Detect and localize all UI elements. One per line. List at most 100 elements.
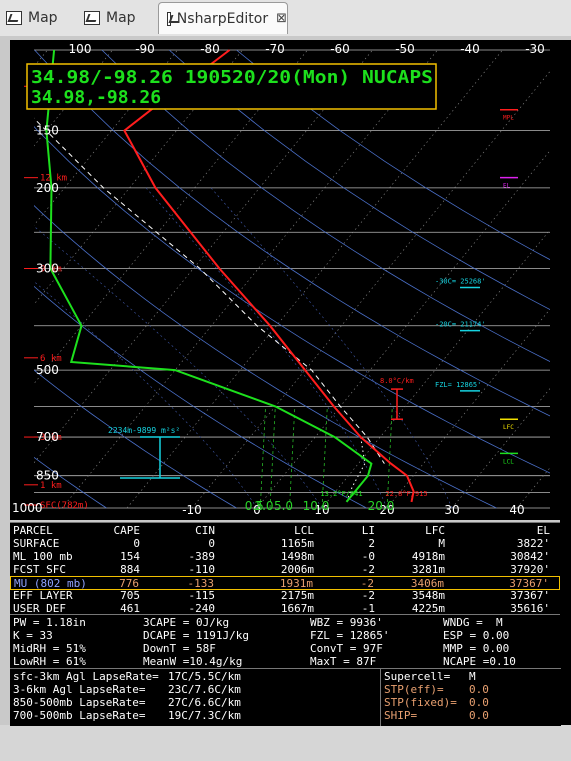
parcel-row-ml[interactable]: ML 100 mb 154 -389 1498m -0 4918m 30842' <box>10 550 560 563</box>
cell: 1498m <box>280 550 314 563</box>
dry-adiabat-line <box>236 49 550 261</box>
dry-adiabat-line <box>168 49 550 310</box>
parcel-row-surface[interactable]: SURFACE 0 0 1165m 2 M 3822' <box>10 537 560 550</box>
cell: ML 100 mb <box>13 550 73 563</box>
lapse-rate-label: 8.0°C/km <box>380 377 414 385</box>
param-k: K = 33 <box>13 629 53 642</box>
height-label: 9 km <box>40 265 62 275</box>
level-label: LFC <box>503 424 514 431</box>
storm-row: STP(fixed)= 0.0 <box>384 696 554 748</box>
storm-row: SHIP= 0.0 <box>384 709 554 761</box>
map-icon <box>167 11 171 26</box>
param-3cape: 3CAPE = 0J/kg <box>143 616 230 629</box>
mixing-ratio-label: 20.0 <box>368 499 395 513</box>
storm-value: 0.0 <box>469 696 489 709</box>
top-temp-label: -50 <box>395 42 415 56</box>
mixing-ratio-line <box>269 406 276 509</box>
cell: -115 <box>188 589 216 602</box>
cell: -110 <box>188 563 216 576</box>
moist-adiabat-line <box>34 281 258 509</box>
chart-title: 34.98/-98.26 190520/20(Mon) NUCAPS <box>31 67 433 88</box>
cell: 37367' <box>509 577 549 590</box>
storm-value: 0.0 <box>469 709 489 722</box>
isotherm-line <box>34 49 373 464</box>
mixing-ratio-line <box>386 406 393 509</box>
bottom-temp-label: 40 <box>509 503 524 517</box>
cell: 2 <box>368 537 375 550</box>
bottom-temp-label: -10 <box>182 503 202 517</box>
tab-nsharp-editor[interactable]: NsharpEditor ⊠ <box>158 2 288 34</box>
parcel-table: PARCEL CAPE CIN LCL LI LFC EL SURFACE 0 … <box>10 522 560 615</box>
storm-label: STP(eff)= <box>384 683 444 696</box>
col-lcl: LCL <box>294 524 314 537</box>
pressure-tick-label: 1000 <box>12 501 43 515</box>
cell: -0 <box>361 550 375 563</box>
tab-map-1[interactable]: Map <box>6 4 78 32</box>
lapse-value: 19C/7.3C/km <box>168 709 241 722</box>
cell: -389 <box>188 550 216 563</box>
dry-adiabat-line <box>101 49 550 362</box>
parcel-row-fcst[interactable]: FCST SFC 884 -110 2006m -2 3281m 37920' <box>10 563 560 576</box>
cell: -2 <box>361 563 375 576</box>
chart-subtitle: 34.98,-98.26 <box>31 87 161 108</box>
surface-value-label: 22.8°F/915 <box>385 490 427 498</box>
cell: -240 <box>188 602 216 615</box>
mixing-ratio-label: 10.0 <box>303 499 330 513</box>
mixing-ratio-line <box>321 406 328 509</box>
right-panel-edge <box>560 40 571 725</box>
parcel-row-mu-selected[interactable]: MU (802 mb) 776 -133 1931m -2 3406m 3736… <box>10 576 560 590</box>
top-temp-label: -90 <box>135 42 155 56</box>
cell: 35616' <box>510 602 550 615</box>
pressure-tick-label: 850 <box>36 469 59 483</box>
cell: 776 <box>119 577 139 590</box>
storm-row: STP(eff)= 0.0 <box>384 683 554 735</box>
lapse-rate-panel: sfc-3km Agl LapseRate= 17C/5.5C/km 3-6km… <box>10 668 380 726</box>
storm-label: Supercell= <box>384 670 451 683</box>
height-label: SFC(782m) <box>40 501 89 511</box>
cell: SURFACE <box>13 537 60 550</box>
top-temp-label: -40 <box>460 42 480 56</box>
parcel-trace-line <box>34 117 385 464</box>
lapse-value: 23C/7.6C/km <box>168 683 241 696</box>
mixing-ratio-line <box>289 406 296 509</box>
mixing-ratio-label: 0.5 <box>245 499 264 513</box>
tab-map-2[interactable]: Map <box>84 4 156 32</box>
parcel-row-eff[interactable]: EFF LAYER 705 -115 2175m -2 3548m 37367' <box>10 589 560 602</box>
bottom-temp-label: 20 <box>379 503 394 517</box>
cell: 4225m <box>411 602 445 615</box>
cell: USER DEF <box>13 602 66 615</box>
cell: -133 <box>187 577 215 590</box>
param-esp: ESP = 0.00 <box>443 629 510 642</box>
param-ncape: NCAPE =0.10 <box>443 655 516 668</box>
moist-adiabat-line <box>210 187 453 509</box>
skewt-diagram[interactable]: 2234m-9899 m²s² 8.0°C/km MPL EL -30C= 25268'… <box>10 40 560 520</box>
storm-row: Supercell= M <box>384 670 554 722</box>
level-label: EL <box>503 183 511 190</box>
cell: 1165m <box>280 537 314 550</box>
cell: 4918m <box>411 550 445 563</box>
param-wbz: WBZ = 9936' <box>310 616 383 629</box>
lapse-label: 700-500mb LapseRate= <box>13 709 146 722</box>
cell: 37920' <box>510 563 550 576</box>
bottom-temp-label: 30 <box>444 503 459 517</box>
bottom-temp-label: 10 <box>314 503 329 517</box>
col-cin: CIN <box>195 524 215 537</box>
cell: -1 <box>361 602 375 615</box>
close-icon[interactable]: ⊠ <box>276 11 287 26</box>
mixing-ratio-line <box>259 406 266 509</box>
param-meanw: MeanW =10.4g/kg <box>143 655 243 668</box>
moist-adiabat-line <box>145 187 388 509</box>
col-parcel: PARCEL <box>13 524 53 537</box>
tab-label: Map <box>106 10 136 26</box>
cell: 0 <box>208 537 215 550</box>
mixing-ratio-label: 2.0 <box>254 499 273 513</box>
cell: 154 <box>120 550 140 563</box>
cell: 3548m <box>411 589 445 602</box>
lapse-label: 850-500mb LapseRate= <box>13 696 146 709</box>
parcel-row-user[interactable]: USER DEF 461 -240 1667m -1 4225m 35616' <box>10 602 560 615</box>
storm-label: STP(fixed)= <box>384 696 457 709</box>
height-label: 12 km <box>40 174 67 184</box>
col-cape: CAPE <box>113 524 141 537</box>
map-icon <box>84 11 100 25</box>
cell: 2006m <box>280 563 314 576</box>
